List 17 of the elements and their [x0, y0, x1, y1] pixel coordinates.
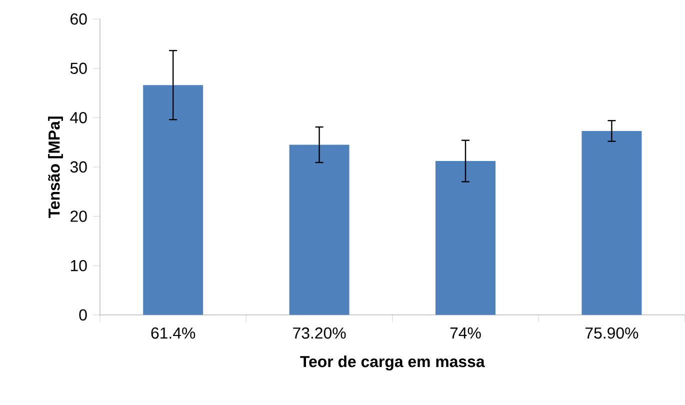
y-tick-label: 50: [70, 62, 87, 74]
y-tick-label: 20: [70, 210, 87, 222]
bar: [582, 131, 642, 315]
y-tick-label: 10: [70, 260, 87, 272]
x-tick-label: 61.4%: [151, 327, 196, 339]
y-tick-label: 30: [70, 161, 87, 173]
x-axis-title: Teor de carga em massa: [300, 356, 485, 370]
y-tick-label: 0: [79, 309, 87, 321]
x-tick-label: 73.20%: [293, 327, 346, 339]
bar: [289, 144, 350, 315]
y-tick-label: 40: [70, 112, 87, 124]
bar: [436, 161, 496, 315]
y-tick-label: 60: [70, 13, 87, 25]
x-tick-label: 75.90%: [585, 327, 638, 339]
bar: [143, 85, 204, 315]
y-axis-title: Tensão [MPa]: [48, 116, 63, 218]
x-tick-label: 74%: [450, 327, 481, 339]
